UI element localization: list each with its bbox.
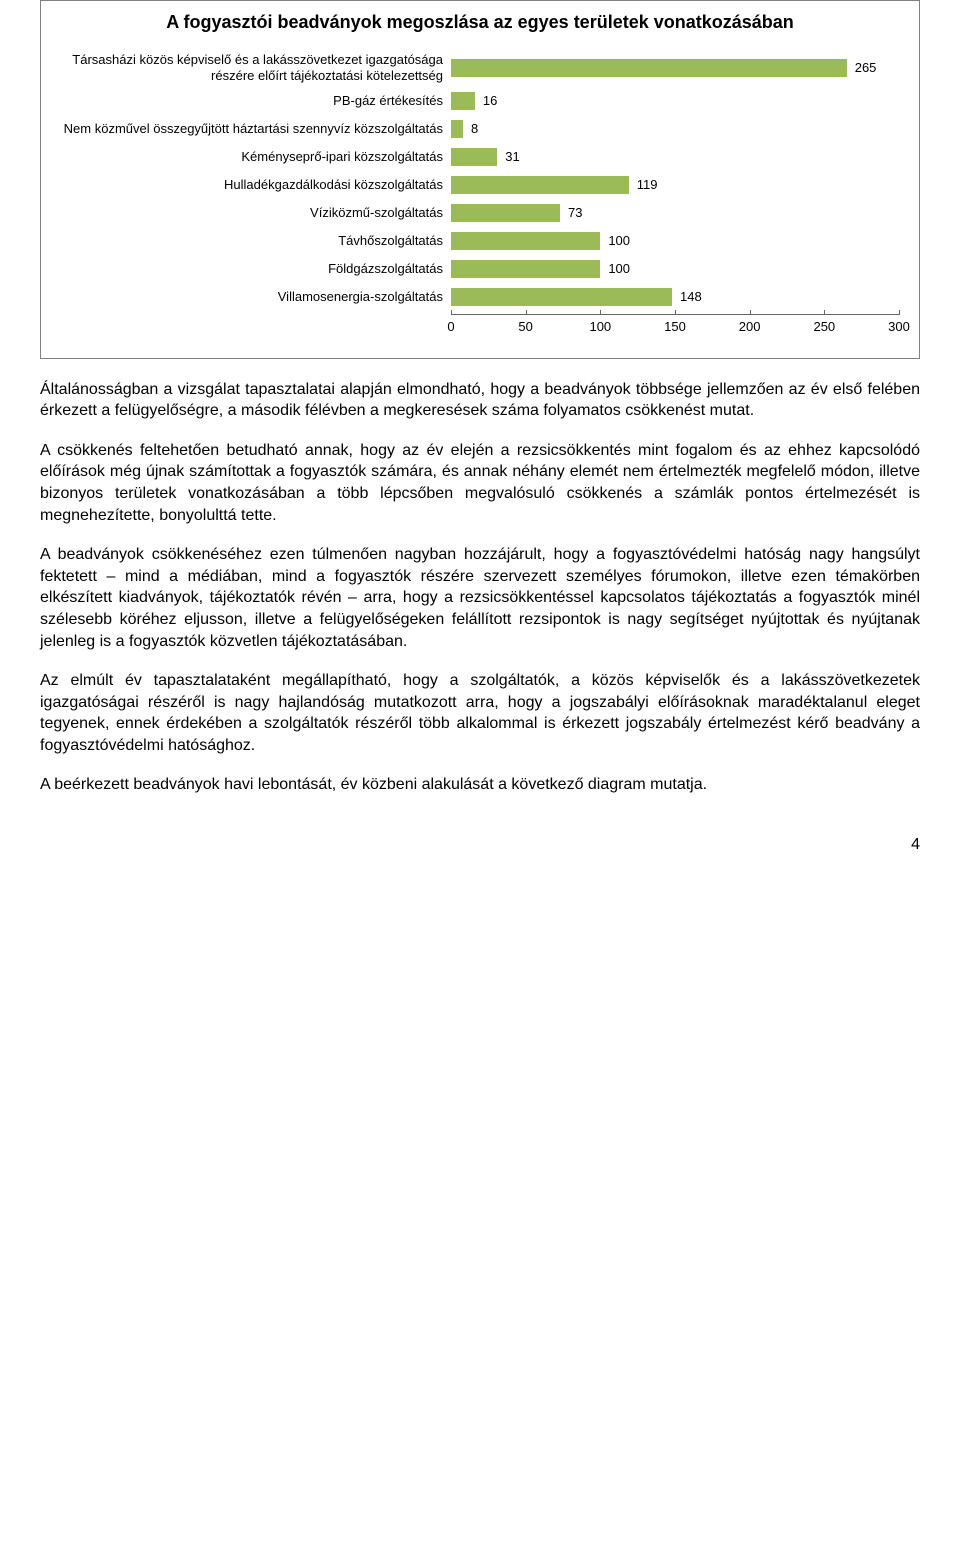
axis-tick-label: 0	[447, 319, 454, 334]
axis-tick	[600, 310, 601, 315]
bar-label: Nem közművel összegyűjtött háztartási sz…	[61, 121, 451, 137]
bar-track: 148	[451, 286, 899, 308]
bar-fill	[451, 232, 600, 250]
axis-tick-label: 300	[888, 319, 910, 334]
bar-label: Társasházi közös képviselő és a lakásszö…	[61, 52, 451, 83]
x-axis: 050100150200250300	[61, 314, 899, 338]
bar-value: 16	[483, 93, 497, 108]
bar-value: 100	[608, 261, 630, 276]
axis-tick	[451, 310, 452, 315]
bar-fill	[451, 176, 629, 194]
bar-track: 31	[451, 146, 899, 168]
paragraph: A beadványok csökkenéséhez ezen túlmenőe…	[40, 544, 920, 652]
bar-fill	[451, 260, 600, 278]
page-number: 4	[0, 836, 920, 854]
paragraph: Az elmúlt év tapasztalataként megállapít…	[40, 670, 920, 756]
bar-value: 100	[608, 233, 630, 248]
bar-track: 100	[451, 230, 899, 252]
bar-fill	[451, 92, 475, 110]
chart-container: A fogyasztói beadványok megoszlása az eg…	[40, 0, 920, 359]
paragraph: A beérkezett beadványok havi lebontását,…	[40, 774, 920, 796]
bar-label: Kéményseprő-ipari közszolgáltatás	[61, 149, 451, 165]
axis-tick	[750, 310, 751, 315]
axis-tick-label: 250	[813, 319, 835, 334]
chart-title: A fogyasztói beadványok megoszlása az eg…	[61, 11, 899, 34]
bar-track: 265	[451, 57, 899, 79]
text-section: Általánosságban a vizsgálat tapasztalata…	[40, 379, 920, 797]
bars-area: Társasházi közös képviselő és a lakásszö…	[61, 52, 899, 307]
axis-tick	[526, 310, 527, 315]
bar-track: 8	[451, 118, 899, 140]
bar-value: 148	[680, 289, 702, 304]
bar-track: 100	[451, 258, 899, 280]
bar-row: Földgázszolgáltatás 100	[61, 258, 899, 280]
axis-tick-label: 50	[518, 319, 532, 334]
bar-row: Villamosenergia-szolgáltatás 148	[61, 286, 899, 308]
bar-fill	[451, 148, 497, 166]
bar-row: Nem közművel összegyűjtött háztartási sz…	[61, 118, 899, 140]
bar-value: 265	[855, 60, 877, 75]
bar-label: Víziközmű-szolgáltatás	[61, 205, 451, 221]
bar-fill	[451, 204, 560, 222]
bar-row: Kéményseprő-ipari közszolgáltatás 31	[61, 146, 899, 168]
bar-track: 16	[451, 90, 899, 112]
axis-tick	[899, 310, 900, 315]
bar-value: 31	[505, 149, 519, 164]
bar-row: PB-gáz értékesítés 16	[61, 90, 899, 112]
bar-label: Hulladékgazdálkodási közszolgáltatás	[61, 177, 451, 193]
bar-fill	[451, 120, 463, 138]
bar-label: Földgázszolgáltatás	[61, 261, 451, 277]
bar-track: 73	[451, 202, 899, 224]
paragraph: Általánosságban a vizsgálat tapasztalata…	[40, 379, 920, 422]
axis-tick	[675, 310, 676, 315]
axis-tick	[824, 310, 825, 315]
paragraph: A csökkenés feltehetően betudható annak,…	[40, 440, 920, 526]
bar-row: Távhőszolgáltatás 100	[61, 230, 899, 252]
bar-row: Hulladékgazdálkodási közszolgáltatás 119	[61, 174, 899, 196]
axis-tick-label: 150	[664, 319, 686, 334]
bar-fill	[451, 288, 672, 306]
bar-label: PB-gáz értékesítés	[61, 93, 451, 109]
bar-value: 73	[568, 205, 582, 220]
bar-label: Távhőszolgáltatás	[61, 233, 451, 249]
bar-value: 8	[471, 121, 478, 136]
bar-label: Villamosenergia-szolgáltatás	[61, 289, 451, 305]
bar-row: Víziközmű-szolgáltatás 73	[61, 202, 899, 224]
axis-tick-label: 200	[739, 319, 761, 334]
bar-fill	[451, 59, 847, 77]
bar-track: 119	[451, 174, 899, 196]
axis-tick-label: 100	[589, 319, 611, 334]
bar-row: Társasházi közös képviselő és a lakásszö…	[61, 52, 899, 83]
bar-value: 119	[637, 177, 658, 192]
